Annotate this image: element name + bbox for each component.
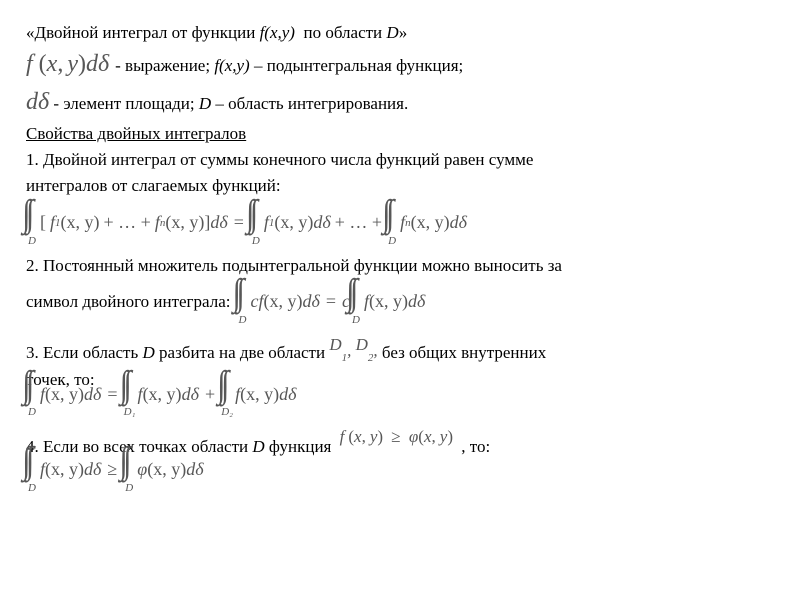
ddelta-text: - элемент площади; (53, 94, 198, 113)
eq1-dsigma-2: dδ (313, 209, 330, 237)
dblint-icon: ∫∫ D (26, 447, 38, 494)
eq2-dsigma-1: dδ (302, 288, 319, 316)
prop3-pre: 3. Если область (26, 343, 143, 362)
eq1-args-1: (x, y) (61, 209, 100, 237)
prop3-line-a: 3. Если область D разбита на две области… (26, 332, 774, 367)
prop1-line-b: интегралов от слагаемых функций: (26, 173, 774, 199)
expr-note-1: - выражение; (115, 56, 214, 75)
equation-1: ∫∫ D [ f1 (x, y) + … + fn (x, y) ] dδ = … (26, 200, 774, 247)
eq1-args-4: (x, y) (411, 209, 450, 237)
eq1-dsigma-1: dδ (210, 209, 227, 237)
eq4-geq: ≥ (107, 456, 117, 484)
expr-fxydd: f(x,y)dδ (26, 51, 115, 77)
prop2-row: символ двойного интеграла: ∫∫ D cf (x, y… (26, 279, 774, 326)
eq2-c: c (342, 288, 350, 316)
dblint-icon: ∫∫ D (236, 279, 248, 326)
dblint-icon: ∫∫ D (26, 200, 38, 247)
expr-note-2: – подынтегральная функция; (254, 56, 463, 75)
eq4-args-2: (x, y) (147, 456, 186, 484)
properties-heading: Свойства двойных интегралов (26, 121, 774, 147)
prop4-post: , то: (461, 437, 490, 456)
prop4-pre: 4. Если во всех точках области (26, 437, 252, 456)
eq2-dsigma-2: dδ (408, 288, 425, 316)
eq3-ds-2: dδ (182, 381, 199, 409)
prop4-ineq-inline: f(x,y) ≥ φ(x,y) (336, 427, 462, 446)
dblint-icon: ∫∫ D (350, 279, 362, 326)
ddelta-line: dδ - элемент площади; D – область интегр… (26, 84, 774, 121)
eq3-ds-3: dδ (279, 381, 296, 409)
eq3-args-1: (x, y) (45, 381, 84, 409)
eq1-plusdots-2: + … + (335, 209, 382, 237)
dblint-icon: ∫∫ D (123, 447, 135, 494)
expr-annotation-line: f(x,y)dδ - выражение; f(x,y) – подынтегр… (26, 46, 774, 83)
eq4-args-1: (x, y) (45, 456, 84, 484)
eq4-ds-1: dδ (84, 456, 101, 484)
eq1-lbrack: [ (40, 209, 46, 237)
eq3-ds-1: dδ (84, 381, 101, 409)
prop3-d1d2: D1, D2, (329, 332, 377, 367)
page-root: «Двойной интеграл от функции f(x,y) по о… (0, 0, 800, 513)
prop1-line-a: 1. Двойной интеграл от суммы конечного ч… (26, 147, 774, 173)
equation-3: ∫∫ D f (x, y) dδ = ∫∫ D₁ f (x, y) dδ + ∫… (26, 371, 774, 418)
eq3-eq: = (107, 381, 117, 409)
prop2-line-a: 2. Постоянный множитель подынтегральной … (26, 253, 774, 279)
prop3-mid: разбита на две области (159, 343, 329, 362)
prop3-post: без общих внутренних (382, 343, 546, 362)
eq1-args-3: (x, y) (274, 209, 313, 237)
title-line: «Двойной интеграл от функции f(x,y) по о… (26, 20, 774, 46)
eq3-plus: + (205, 381, 215, 409)
eq4-phi: φ (137, 456, 147, 484)
dblint-icon: ∫∫ D (250, 200, 262, 247)
equation-2: ∫∫ D cf (x, y) dδ = c ∫∫ D f (x, y) dδ (230, 279, 425, 326)
expr-ddelta: dδ (26, 89, 49, 115)
eq2-cf: cf (250, 288, 263, 316)
fxy-inline: f(x,y) (214, 56, 249, 75)
prop3-D: D (143, 343, 155, 362)
ddelta-tail: – область интегрирования. (215, 94, 408, 113)
eq2-eq: = (326, 288, 336, 316)
eq1-dsigma-3: dδ (450, 209, 467, 237)
dblint-icon: ∫∫ D (386, 200, 398, 247)
eq1-plusdots-1: + … + (104, 209, 151, 237)
eq3-args-2: (x, y) (143, 381, 182, 409)
eq2-args-2: (x, y) (369, 288, 408, 316)
dblint-icon: ∫∫ D (26, 371, 38, 418)
eq2-args-1: (x, y) (263, 288, 302, 316)
dblint-icon: ∫∫ D₁ (124, 371, 136, 418)
dblint-icon: ∫∫ D₂ (221, 371, 233, 418)
prop4-mid: функция (269, 437, 336, 456)
eq1-eq: = (234, 209, 244, 237)
prop2-line-b: символ двойного интеграла: (26, 289, 230, 315)
eq1-args-2: (x, y) (165, 209, 204, 237)
prop4-D: D (252, 437, 264, 456)
eq4-ds-2: dδ (186, 456, 203, 484)
eq3-args-3: (x, y) (240, 381, 279, 409)
domain-D: D (199, 94, 211, 113)
